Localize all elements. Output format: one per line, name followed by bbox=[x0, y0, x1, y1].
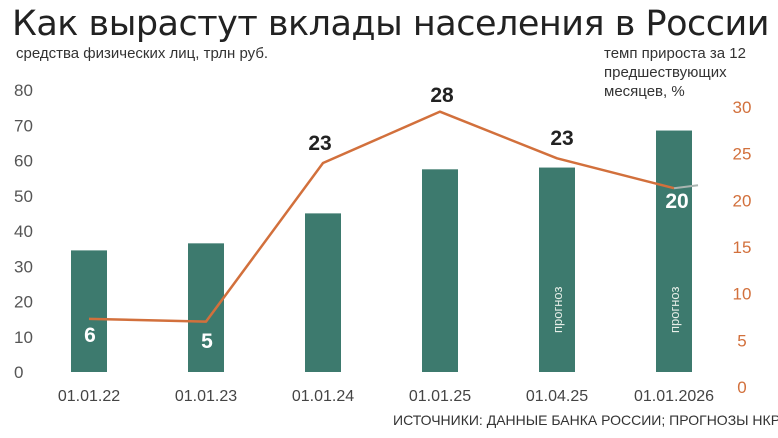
growth-rate-label: 20 bbox=[665, 190, 688, 213]
left-axis-tick: 80 bbox=[14, 81, 33, 100]
x-axis-tick: 01.01.24 bbox=[292, 388, 354, 405]
right-axis-tick: 10 bbox=[733, 285, 752, 304]
growth-rate-label: 6 bbox=[84, 324, 96, 347]
bar bbox=[539, 167, 575, 372]
left-axis-tick: 10 bbox=[14, 328, 33, 347]
x-axis-tick: 01.01.23 bbox=[175, 388, 237, 405]
left-axis-caption: средства физических лиц, трлн руб. bbox=[16, 45, 269, 62]
x-axis-tick: 01.01.2026 bbox=[634, 388, 714, 405]
growth-rate-label: 23 bbox=[308, 132, 331, 155]
left-axis-tick: 40 bbox=[14, 222, 33, 241]
forecast-annotation: прогноз bbox=[550, 286, 565, 333]
bar bbox=[71, 250, 107, 372]
left-axis-tick: 70 bbox=[14, 116, 33, 135]
right-axis-tick: 25 bbox=[733, 145, 752, 164]
x-axis-tick: 01.01.22 bbox=[58, 388, 120, 405]
right-axis-tick: 20 bbox=[733, 191, 752, 210]
x-axis-tick: 01.01.25 bbox=[409, 388, 471, 405]
bar bbox=[422, 169, 458, 372]
growth-rate-label: 5 bbox=[201, 330, 213, 353]
left-axis-tick: 0 bbox=[14, 363, 23, 382]
chart-title: Как вырастут вклады населения в России bbox=[12, 4, 769, 44]
left-axis-tick: 20 bbox=[14, 293, 33, 312]
growth-rate-line-tail bbox=[673, 184, 699, 190]
left-axis-tick: 50 bbox=[14, 187, 33, 206]
growth-rate-line bbox=[88, 110, 675, 323]
growth-rate-label: 28 bbox=[430, 84, 454, 107]
right-axis-tick: 30 bbox=[733, 98, 752, 117]
growth-rate-label: 23 bbox=[550, 127, 573, 150]
bar bbox=[188, 243, 224, 372]
bar bbox=[656, 130, 692, 372]
right-axis-tick: 0 bbox=[737, 378, 746, 397]
x-axis-tick: 01.04.25 bbox=[526, 388, 588, 405]
left-axis-tick: 30 bbox=[14, 257, 33, 276]
forecast-annotation: прогноз bbox=[667, 286, 682, 333]
right-axis-tick: 15 bbox=[733, 238, 752, 257]
right-axis-caption: темп прироста за 12 предшествующих месяц… bbox=[604, 45, 746, 100]
source-note: ИСТОЧНИКИ: ДАННЫЕ БАНКА РОССИИ; ПРОГНОЗЫ… bbox=[393, 412, 778, 428]
bar bbox=[305, 213, 341, 372]
left-axis-tick: 60 bbox=[14, 152, 33, 171]
right-axis-tick: 5 bbox=[737, 331, 746, 350]
